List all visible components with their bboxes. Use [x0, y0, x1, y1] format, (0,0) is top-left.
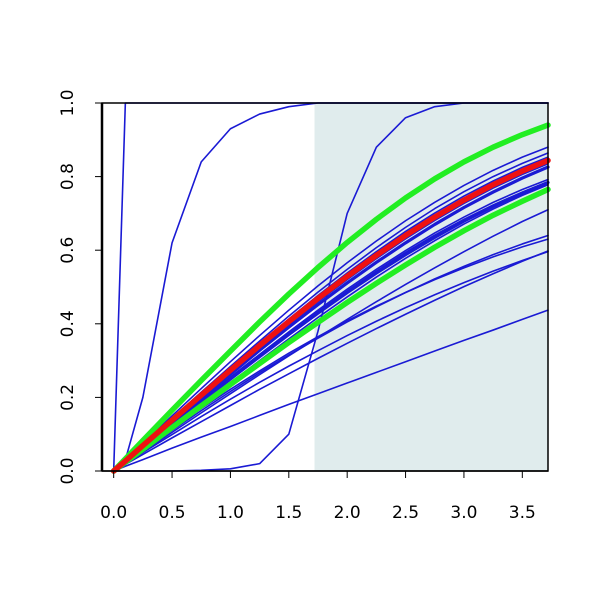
y-tick-label: 0.2: [58, 384, 78, 411]
y-tick-label: 0.4: [58, 310, 78, 337]
series-line-21: [110, 157, 551, 474]
x-tick-label: 2.0: [334, 503, 361, 523]
series-line-5: [112, 250, 549, 472]
x-tick-label: 3.0: [450, 503, 477, 523]
y-tick-label: 0.6: [58, 237, 78, 264]
axes-layer: [100, 102, 549, 472]
series-line-15: [112, 146, 549, 472]
x-tick-label: 3.5: [509, 503, 536, 523]
x-tick-label: 0.0: [100, 503, 127, 523]
y-tick-label: 0.8: [58, 163, 78, 190]
series-line-20: [110, 186, 551, 474]
series-line-19: [110, 122, 551, 474]
y-tick-label: 0.0: [58, 457, 78, 484]
x-tick-label: 1.5: [275, 503, 302, 523]
x-tick-label: 0.5: [159, 503, 186, 523]
series-line-9: [112, 208, 549, 472]
x-tick-label: 1.0: [217, 503, 244, 523]
y-tick-label: 1.0: [58, 89, 78, 116]
series-line-6: [112, 250, 549, 472]
series-line-4: [112, 309, 549, 472]
y-axis-ticks: 0.0 0.2 0.4 0.6 0.8 1.0: [58, 89, 102, 485]
x-axis-ticks: 0.0 0.5 1.0 1.5 2.0 2.5 3.0 3.5: [100, 471, 536, 523]
x-tick-label: 2.5: [392, 503, 419, 523]
